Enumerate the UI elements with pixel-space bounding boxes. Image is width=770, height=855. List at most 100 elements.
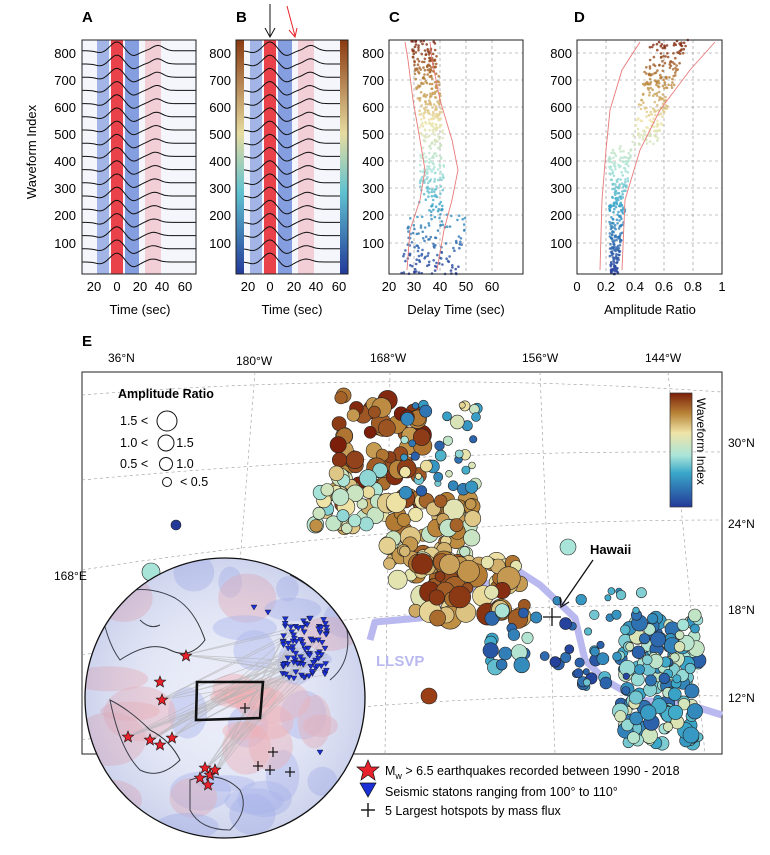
waveform-trace (82, 160, 196, 175)
data-point (618, 244, 622, 247)
data-point (434, 96, 438, 99)
y-tick-label: 800 (54, 46, 76, 61)
data-point (423, 94, 426, 98)
data-point (678, 61, 681, 65)
data-point (419, 68, 423, 71)
waveform-trace (243, 226, 340, 241)
earthquake-star (155, 693, 169, 706)
map-event-dot (496, 658, 508, 671)
data-point (419, 185, 422, 188)
panel-d-y-ticks: 800 700 600 500 400 300 200 100 (550, 46, 572, 251)
panel-d-x-label: Amplitude Ratio (604, 302, 696, 317)
data-point (414, 67, 417, 71)
map-event-dot (690, 623, 700, 634)
data-point (612, 204, 616, 207)
map-event-dot (456, 559, 480, 583)
data-point (666, 52, 669, 55)
waveform-trace (82, 252, 196, 268)
data-point (673, 62, 676, 66)
map-event-dot (341, 522, 353, 534)
data-point (441, 136, 444, 140)
data-point (663, 61, 667, 65)
data-point (617, 163, 620, 167)
data-point (614, 168, 617, 171)
data-point (428, 82, 432, 86)
y-tick-label: 400 (550, 154, 572, 169)
data-point (420, 123, 423, 127)
y-tick-label: 800 (209, 46, 231, 61)
data-point (664, 104, 668, 107)
station-triangle (300, 629, 308, 636)
station-triangle (299, 625, 306, 631)
station-triangle (289, 647, 296, 654)
data-point (629, 154, 632, 157)
data-point (661, 84, 665, 88)
data-point (432, 208, 435, 212)
data-point (434, 236, 437, 239)
data-point (416, 68, 419, 71)
data-point (437, 178, 440, 182)
envelope-line (621, 41, 716, 271)
station-triangle (290, 632, 297, 639)
data-point (665, 77, 668, 80)
station-triangle (280, 633, 287, 640)
data-point (621, 193, 624, 196)
data-point (614, 227, 617, 231)
data-point (627, 151, 631, 155)
data-point (424, 160, 427, 163)
data-point (421, 170, 425, 174)
data-point (431, 154, 435, 158)
data-point (418, 126, 422, 129)
colorbar (669, 392, 693, 508)
y-tick-label: 800 (550, 46, 572, 61)
data-point (419, 156, 423, 159)
data-point (433, 180, 436, 183)
map-event-dot (667, 704, 683, 720)
data-point (610, 195, 614, 199)
station-triangle (303, 622, 311, 628)
map-event-dot (336, 509, 350, 523)
data-point (610, 233, 614, 237)
map-event-dot (638, 633, 650, 645)
map-event-dot (634, 664, 645, 675)
data-point (404, 259, 407, 263)
data-point (439, 176, 442, 180)
data-point (431, 91, 434, 95)
amplitude-legend-row: < 0.5 (180, 475, 208, 489)
earthquake-star (193, 771, 207, 784)
data-point (429, 92, 432, 96)
map-event-dot (383, 557, 396, 570)
data-point (430, 190, 434, 194)
data-point (608, 254, 612, 258)
data-point (448, 255, 451, 258)
earthquake-star (153, 738, 167, 751)
data-point (618, 237, 622, 240)
data-point (681, 51, 685, 55)
waveform-trace (243, 67, 340, 83)
data-point (432, 190, 436, 194)
data-point (618, 147, 621, 150)
map-event-dot (564, 644, 575, 655)
map-event-dot (676, 618, 690, 632)
data-point (682, 41, 686, 45)
waveform-trace (243, 94, 340, 109)
data-point (622, 160, 625, 163)
station-triangle (323, 667, 330, 674)
waveform-red-band (298, 40, 314, 274)
data-point (668, 76, 671, 79)
earthquake-star (165, 731, 179, 744)
station-triangle (284, 655, 292, 662)
data-point (659, 52, 663, 55)
data-point (407, 230, 410, 233)
data-point (410, 241, 414, 244)
waveform-trace (243, 80, 340, 96)
waveform-trace (243, 252, 340, 268)
cross-icon (361, 803, 375, 817)
data-point (426, 264, 429, 268)
data-point (418, 66, 421, 69)
data-point (418, 84, 422, 88)
data-point (622, 184, 626, 187)
data-point (666, 55, 670, 59)
data-point (612, 174, 616, 178)
waveform-trace (243, 107, 340, 122)
